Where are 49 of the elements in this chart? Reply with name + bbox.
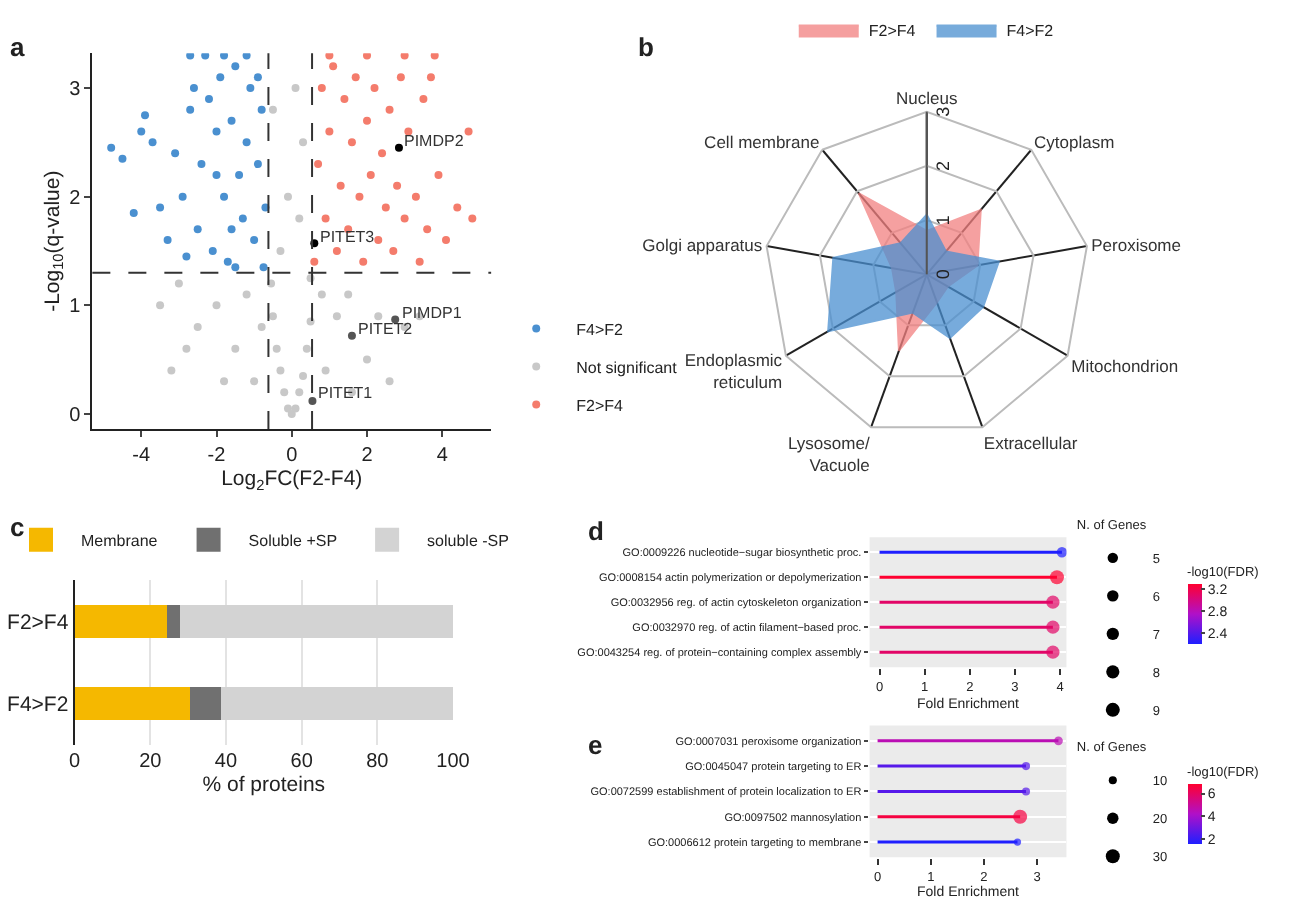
annotation: PITET1 [318, 384, 374, 402]
legend-label: F4>F2 [1006, 21, 1055, 40]
y-tick-label: 3 [69, 79, 82, 102]
spoke-label: Peroxisome [1091, 234, 1182, 255]
annotation: PIMDP1 [402, 304, 463, 322]
legend-label: F2>F4 [576, 396, 625, 415]
text: e [588, 730, 603, 760]
legend-label: soluble -SP [427, 531, 509, 550]
annotation: PIMDP2 [404, 132, 465, 150]
x-tick-label: 40 [214, 750, 238, 773]
legend-label: Membrane [81, 531, 159, 550]
x-axis-title: % of proteins [202, 772, 326, 797]
spoke-label: Golgi apparatus [642, 234, 763, 255]
legend-label: F4>F2 [576, 320, 625, 339]
spoke-label: Endoplasmic reticulum [684, 349, 784, 393]
y-tick-label: 1 [69, 296, 82, 319]
y-tick-label: 0 [69, 404, 82, 427]
x-tick-label: 60 [290, 750, 314, 773]
y-tick-label: F2>F4 [7, 610, 69, 635]
spoke-label: Mitochondrion [1071, 355, 1179, 376]
spoke-label: Nucleus [896, 87, 958, 108]
x-tick-label: 4 [436, 445, 449, 468]
y-tick-label: 0 [933, 269, 954, 280]
y-tick-label: F4>F2 [7, 692, 69, 717]
y-tick-label: 1 [933, 215, 954, 226]
y-tick-label: 2 [933, 160, 954, 171]
x-tick-label: 80 [366, 750, 390, 773]
text: d [588, 516, 604, 546]
spoke-label: Extracellular [983, 433, 1078, 454]
legend-label: Not significant [576, 358, 679, 377]
spoke-label: Cytoplasm [1034, 131, 1115, 152]
x-tick-label: -4 [132, 445, 152, 468]
x-tick-label: 2 [361, 445, 374, 468]
annotation: PITET3 [320, 228, 376, 246]
x-tick-label: 20 [139, 750, 163, 773]
x-axis-title: Log$_{2}$FC(F2-F4) [221, 467, 363, 494]
x-tick-label: 0 [286, 445, 299, 468]
chart-title: b [638, 32, 654, 62]
chart-title: a [10, 32, 26, 62]
legend-label: Soluble +SP [248, 531, 338, 550]
spoke-label: Cell membrane [704, 131, 820, 152]
annotation: PITET2 [358, 320, 414, 338]
chart-title: c [10, 512, 25, 542]
x-tick-label: 100 [436, 750, 471, 773]
y-tick-label: 2 [69, 187, 82, 210]
y-tick-label: 3 [933, 106, 954, 117]
legend-label: F2>F4 [868, 21, 917, 40]
x-tick-label: -2 [207, 445, 227, 468]
spoke-label: Lysosome/ Vacuole [788, 432, 871, 475]
